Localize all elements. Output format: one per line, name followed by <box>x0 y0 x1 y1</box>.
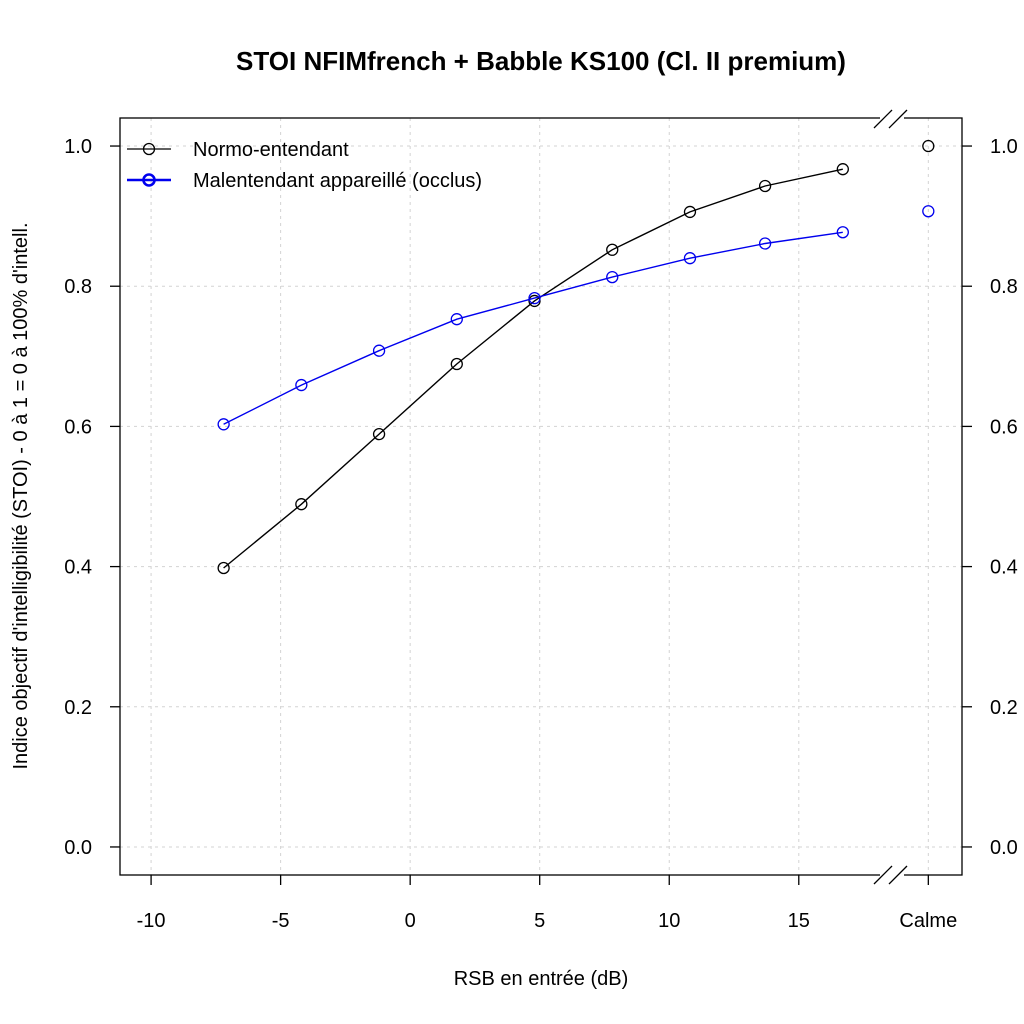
y-tick-label-left: 0.6 <box>64 416 92 438</box>
y-tick-label-left: 0.8 <box>64 276 92 298</box>
data-point-1 <box>758 237 772 250</box>
x-tick-label: 5 <box>534 910 545 932</box>
chart-title: STOI NFIMfrench + Babble KS100 (Cl. II p… <box>236 46 846 76</box>
data-point-1 <box>450 313 463 326</box>
data-point-0 <box>683 205 697 219</box>
y-tick-label-right: 0.2 <box>990 697 1018 719</box>
y-tick-label-right: 0.0 <box>990 837 1018 859</box>
data-point-0 <box>758 179 772 193</box>
data-point-1 <box>295 378 308 392</box>
x-tick-label: 10 <box>658 910 680 932</box>
data-point-0 <box>528 294 541 308</box>
y-tick-label-left: 0.4 <box>64 557 92 579</box>
y-axis-left: 0.0 0.2 0.4 0.6 0.8 1.0 <box>64 136 120 859</box>
data-point-1 <box>217 418 230 431</box>
data-point-1 <box>836 226 849 239</box>
calme-point-0 <box>922 139 935 153</box>
x-tick-label: 15 <box>788 910 810 932</box>
y-tick-label-right: 0.4 <box>990 557 1018 579</box>
y-tick-label-right: 0.8 <box>990 276 1018 298</box>
series-line-1 <box>223 231 843 425</box>
data-point-0 <box>372 427 386 441</box>
x-tick-label: -10 <box>137 910 166 932</box>
data-point-0 <box>450 357 463 371</box>
data-point-1 <box>528 291 541 305</box>
x-tick-label: 0 <box>405 910 416 932</box>
legend-label-malentendant: Malentendant appareillé (occlus) <box>193 170 482 192</box>
y-axis-title: Indice objectif d'intelligibilité (STOI)… <box>10 222 32 769</box>
axis-break-bottom <box>873 865 908 885</box>
data-point-1 <box>606 270 619 284</box>
calme-point-1 <box>922 205 935 218</box>
x-tick-label-calme: Calme <box>899 910 957 932</box>
x-axis-title: RSB en entrée (dB) <box>454 968 629 990</box>
legend-label-normo: Normo-entendant <box>193 139 349 161</box>
y-tick-label-right: 0.6 <box>990 416 1018 438</box>
legend: Normo-entendant Malentendant appareillé … <box>127 139 482 192</box>
y-axis-right: 0.0 0.2 0.4 0.6 0.8 1.0 <box>962 136 1018 859</box>
axis-break-top <box>873 109 908 129</box>
series-group <box>217 139 935 575</box>
y-tick-label-left: 1.0 <box>64 136 92 158</box>
data-point-1 <box>683 252 697 265</box>
x-axis: -10 -5 0 5 10 15 Calme <box>137 875 957 932</box>
data-point-0 <box>606 243 619 256</box>
legend-marker-normo <box>142 142 156 156</box>
y-tick-label-right: 1.0 <box>990 136 1018 158</box>
plot-frame <box>119 117 963 876</box>
data-point-0 <box>836 163 849 176</box>
y-tick-label-left: 0.0 <box>64 837 92 859</box>
x-tick-label: -5 <box>272 910 290 932</box>
y-tick-label-left: 0.2 <box>64 697 92 719</box>
data-point-0 <box>295 498 308 511</box>
data-point-0 <box>217 561 230 575</box>
series-line-0 <box>223 168 843 569</box>
legend-marker-malentendant <box>142 173 156 187</box>
data-point-1 <box>372 344 386 357</box>
grid-lines <box>120 118 962 875</box>
